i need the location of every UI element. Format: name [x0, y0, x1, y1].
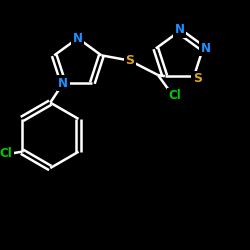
Text: N: N — [201, 42, 211, 55]
Text: N: N — [174, 24, 184, 36]
Text: N: N — [73, 32, 83, 45]
Text: S: S — [125, 54, 134, 67]
Text: S: S — [193, 72, 202, 86]
Text: Cl: Cl — [0, 147, 12, 160]
Text: Cl: Cl — [169, 89, 181, 102]
Text: N: N — [58, 76, 68, 90]
